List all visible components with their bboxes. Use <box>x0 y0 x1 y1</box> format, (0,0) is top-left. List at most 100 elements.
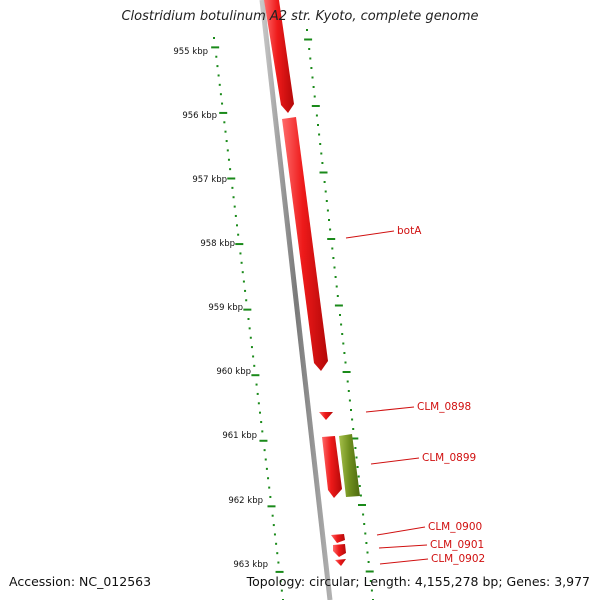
ruler-minor-tick <box>312 86 315 88</box>
ruler-label-957: 957 kbp <box>192 175 227 185</box>
gene-feature-CLM_0899-complement[interactable] <box>339 434 360 497</box>
ruler-minor-tick <box>333 266 336 269</box>
ruler-minor-tick <box>248 327 251 330</box>
ruler-minor-tick <box>350 409 352 411</box>
ruler-minor-tick <box>310 67 313 69</box>
ruler-minor-tick <box>340 323 343 326</box>
ruler-minor-tick <box>357 475 360 478</box>
ruler-minor-tick <box>329 228 332 231</box>
ruler-minor-tick <box>342 342 345 345</box>
ruler-minor-tick <box>216 65 219 68</box>
ruler-minor-tick <box>257 402 260 405</box>
gene-label-CLM_0902[interactable]: CLM_0902 <box>431 553 485 565</box>
ruler-minor-tick <box>259 411 261 414</box>
gene-feature-CLM_0900[interactable] <box>331 534 345 543</box>
gene-feature-CLM_0902[interactable] <box>335 559 346 566</box>
ruler-minor-tick <box>239 252 242 255</box>
ruler-minor-tick <box>244 289 247 292</box>
ruler-major-tick <box>275 570 284 573</box>
ruler-minor-tick <box>241 271 244 274</box>
ruler-major-tick <box>251 374 260 377</box>
ruler-minor-tick <box>335 285 338 288</box>
gene-label-CLM_0898[interactable]: CLM_0898 <box>417 401 471 413</box>
gene-label-CLM_0899[interactable]: CLM_0899 <box>422 452 476 464</box>
ruler-minor-tick <box>309 57 312 60</box>
ruler-minor-tick <box>317 124 319 126</box>
ruler-minor-tick <box>229 168 232 171</box>
ruler-minor-tick <box>326 209 329 212</box>
ruler-major-tick <box>259 439 268 442</box>
ruler-track-left <box>211 37 284 601</box>
ruler-minor-tick <box>339 314 341 316</box>
ruler-label-956: 956 kbp <box>182 111 217 121</box>
ruler-minor-tick <box>331 247 334 250</box>
ruler-label-960: 960 kbp <box>216 367 251 377</box>
gene-feature-CLM_0898[interactable] <box>319 412 333 420</box>
gene-feature-botA[interactable] <box>282 117 328 371</box>
ruler-minor-tick <box>313 95 316 98</box>
ruler-minor-tick <box>320 152 323 155</box>
ruler-minor-tick <box>245 299 248 302</box>
leader-line-CLM_0898 <box>365 406 415 413</box>
gene-label-botA[interactable]: botA <box>397 225 422 237</box>
gene-label-CLM_0901[interactable]: CLM_0901 <box>430 539 484 551</box>
ruler-minor-tick <box>231 186 234 189</box>
genome-title: Clostridium botulinum A2 str. Kyoto, com… <box>121 9 479 24</box>
ruler-minor-tick <box>263 449 266 452</box>
ruler-minor-tick <box>332 257 335 259</box>
ruler-minor-tick <box>232 196 235 199</box>
ruler-minor-tick <box>272 524 275 527</box>
ruler-minor-tick <box>267 477 270 480</box>
ruler-minor-tick <box>370 589 373 592</box>
ruler-minor-tick <box>233 205 236 208</box>
gene-feature-upstream[interactable] <box>264 0 294 113</box>
leader-line-CLM_0902 <box>379 558 429 565</box>
ruler-minor-tick <box>273 533 276 536</box>
gene-feature-CLM_0901[interactable] <box>333 544 346 557</box>
ruler-minor-tick <box>247 318 250 320</box>
ruler-label-961: 961 kbp <box>222 431 257 441</box>
ruler-minor-tick <box>236 224 238 227</box>
ruler-minor-tick <box>269 495 272 498</box>
ruler-minor-tick <box>237 233 240 236</box>
ruler-minor-tick <box>355 456 358 459</box>
ruler-minor-tick <box>253 364 256 367</box>
ruler-minor-tick <box>354 447 357 449</box>
ruler-minor-tick <box>347 390 350 392</box>
ruler-major-tick <box>227 177 236 180</box>
ruler-minor-tick <box>279 580 282 583</box>
ruler-minor-tick <box>348 399 351 402</box>
ruler-minor-tick <box>265 467 268 470</box>
ruler-minor-tick <box>343 352 346 354</box>
ruler-minor-tick <box>221 102 224 105</box>
ruler-minor-tick <box>227 158 230 161</box>
ruler-minor-tick <box>264 458 267 461</box>
gene-feature-CLM_0899[interactable] <box>322 436 342 498</box>
ruler-minor-tick <box>366 551 369 554</box>
ruler-minor-tick <box>218 83 221 86</box>
ruler-label-962: 962 kbp <box>228 496 263 506</box>
ruler-label-963: 963 kbp <box>233 560 268 570</box>
ruler-minor-tick <box>321 162 324 164</box>
ruler-major-tick <box>358 504 366 506</box>
ruler-minor-tick <box>328 219 330 221</box>
ruler-minor-tick <box>351 418 354 421</box>
ruler-minor-tick <box>217 74 220 77</box>
ruler-minor-tick <box>356 466 359 468</box>
ruler-label-958: 958 kbp <box>200 239 235 249</box>
genome-summary-text: Topology: circular; Length: 4,155,278 bp… <box>246 574 590 589</box>
ruler-minor-tick <box>346 380 349 383</box>
ruler-major-tick <box>342 371 351 373</box>
ruler-major-tick <box>267 505 276 508</box>
ruler-minor-tick <box>242 280 245 283</box>
ruler-minor-tick <box>240 261 243 264</box>
gene-label-CLM_0900[interactable]: CLM_0900 <box>428 521 482 533</box>
leader-line-CLM_0901 <box>378 544 428 549</box>
ruler-minor-tick <box>308 48 311 50</box>
ruler-minor-tick <box>318 133 321 136</box>
ruler-minor-tick <box>363 523 366 525</box>
leader-line-CLM_0899 <box>370 457 420 465</box>
ruler-major-tick <box>311 105 320 107</box>
